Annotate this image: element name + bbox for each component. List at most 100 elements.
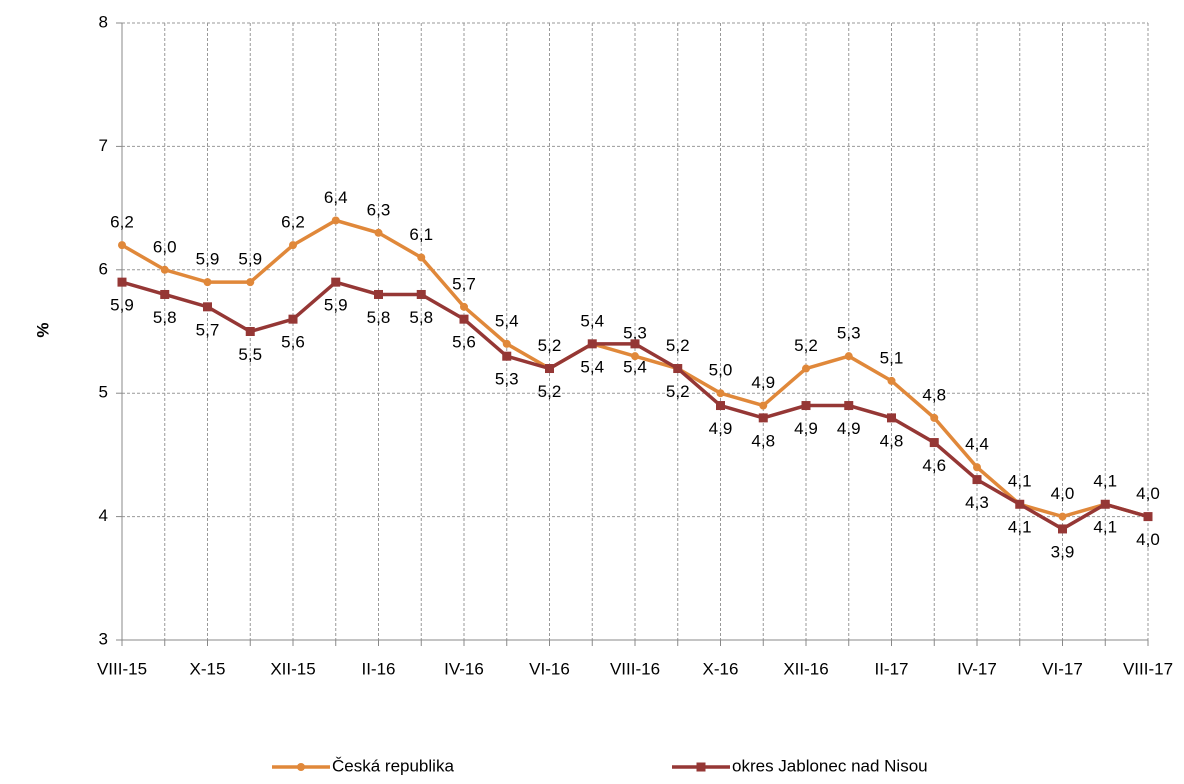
marker (801, 401, 811, 411)
data-label: 4,8 (880, 431, 904, 450)
data-label: 5,5 (238, 345, 262, 364)
data-label: 5,3 (837, 324, 861, 343)
marker (673, 364, 683, 374)
marker (117, 277, 127, 287)
marker (973, 463, 981, 472)
data-label: 6,2 (110, 213, 134, 232)
marker (631, 352, 639, 361)
data-label: 5,9 (238, 250, 262, 269)
marker (417, 253, 426, 262)
data-label: 4,1 (1093, 472, 1117, 491)
data-label: 6,0 (153, 237, 177, 256)
x-tick-label: XII-15 (270, 659, 315, 678)
data-label: 5,2 (666, 336, 690, 355)
data-label: 6,1 (409, 225, 433, 244)
marker (972, 475, 982, 485)
marker (759, 401, 768, 410)
data-label: 5,6 (452, 333, 476, 352)
marker (929, 438, 939, 448)
marker (630, 339, 640, 349)
y-tick-label: 7 (99, 136, 108, 155)
data-label: 4,0 (1051, 484, 1075, 503)
legend-marker (696, 762, 706, 772)
marker (289, 241, 297, 250)
data-label: 5,8 (409, 308, 433, 327)
data-label: 4,9 (709, 419, 733, 438)
marker (716, 389, 725, 398)
y-axis-label: % (33, 322, 52, 337)
y-tick-label: 3 (99, 629, 108, 648)
x-tick-label: VI-17 (1042, 659, 1083, 678)
data-label: 5,2 (794, 336, 818, 355)
data-label: 4,8 (751, 431, 775, 450)
y-tick-label: 5 (99, 383, 108, 402)
x-tick-label: II-17 (874, 659, 908, 678)
data-label: 5,1 (880, 348, 904, 367)
x-tick-label: X-15 (190, 659, 226, 678)
marker (374, 289, 383, 299)
x-tick-label: VI-16 (529, 659, 570, 678)
marker (502, 339, 511, 348)
data-label: 4,8 (922, 385, 946, 404)
marker (930, 413, 939, 422)
data-label: 5,7 (196, 320, 220, 339)
y-tick-label: 6 (99, 259, 108, 278)
x-tick-label: IV-16 (444, 659, 484, 678)
data-label: 4,0 (1136, 530, 1160, 549)
marker (887, 376, 896, 385)
data-label: 4,0 (1136, 484, 1160, 503)
marker (160, 289, 170, 299)
marker (203, 278, 212, 287)
data-label: 4,1 (1093, 518, 1117, 537)
marker (203, 302, 212, 312)
marker (802, 364, 810, 373)
legend-label: Česká republika (332, 756, 454, 775)
marker (460, 302, 468, 311)
data-label: 4,3 (965, 493, 989, 512)
marker (374, 228, 383, 237)
data-label: 5,9 (196, 250, 220, 269)
data-label: 5,0 (709, 361, 733, 380)
marker (288, 314, 298, 324)
data-label: 5,9 (324, 296, 348, 315)
data-label: 6,4 (324, 188, 348, 207)
marker (331, 277, 341, 287)
data-label: 4,1 (1008, 472, 1032, 491)
marker (545, 364, 554, 374)
legend-label: okres Jablonec nad Nisou (732, 756, 928, 775)
data-label: 6,2 (281, 213, 305, 232)
data-label: 5,4 (580, 311, 604, 330)
legend-marker (297, 763, 305, 771)
x-tick-label: VIII-15 (97, 659, 147, 678)
y-tick-label: 8 (99, 12, 108, 31)
data-label: 5,2 (538, 382, 562, 401)
data-label: 3,9 (1051, 542, 1075, 561)
y-tick-label: 4 (99, 506, 108, 525)
marker (587, 339, 597, 349)
marker (1143, 512, 1153, 522)
data-label: 4,4 (965, 435, 989, 454)
marker (887, 413, 896, 423)
data-label: 5,4 (580, 357, 604, 376)
marker (1015, 499, 1025, 509)
data-label: 4,6 (922, 456, 946, 475)
data-label: 4,1 (1008, 518, 1032, 537)
data-label: 4,9 (794, 419, 818, 438)
x-tick-label: IV-17 (957, 659, 997, 678)
data-label: 5,6 (281, 333, 305, 352)
data-label: 5,2 (666, 382, 690, 401)
marker (459, 314, 469, 324)
x-tick-label: X-16 (703, 659, 739, 678)
marker (844, 352, 853, 361)
data-label: 5,9 (110, 296, 134, 315)
marker (716, 401, 725, 411)
marker (1058, 512, 1067, 521)
x-tick-label: VIII-16 (610, 659, 660, 678)
data-label: 5,3 (623, 324, 647, 343)
data-label: 5,7 (452, 274, 476, 293)
marker (245, 327, 255, 336)
marker (1100, 499, 1110, 509)
x-tick-label: II-16 (361, 659, 395, 678)
data-label: 5,4 (623, 357, 647, 376)
